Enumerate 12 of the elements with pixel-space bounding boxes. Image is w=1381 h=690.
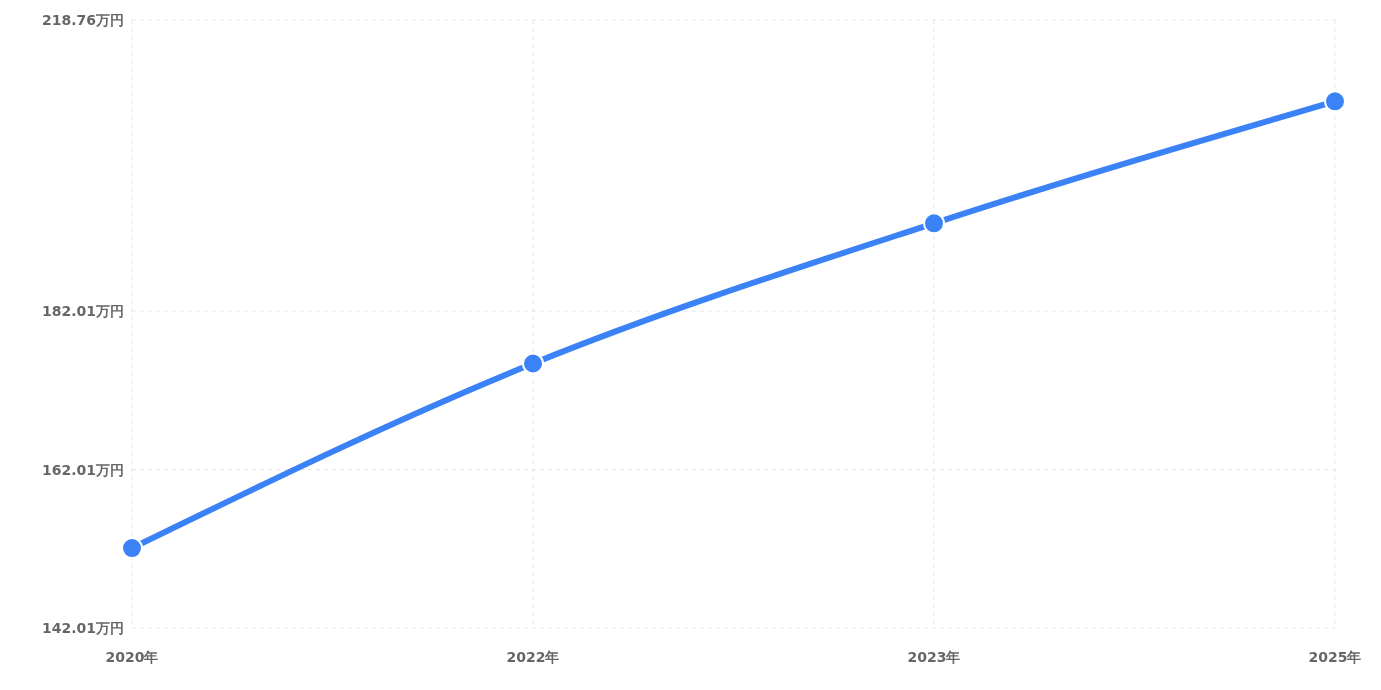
point: [1324, 90, 1346, 113]
y-tick-label: 218.76万円: [41, 11, 124, 28]
x-tick-label: 2025年: [1308, 648, 1362, 665]
point: [522, 352, 544, 375]
y-tick-label: 142.01万円: [41, 619, 124, 636]
y-tick-label: 162.01万円: [41, 461, 124, 478]
x-tick-label: 2023年: [907, 648, 961, 665]
y-tick-label: 182.01万円: [41, 303, 124, 320]
x-tick-label: 2022年: [506, 648, 560, 665]
point: [923, 212, 945, 235]
point: [121, 537, 143, 560]
x-tick-label: 2020年: [105, 648, 159, 665]
